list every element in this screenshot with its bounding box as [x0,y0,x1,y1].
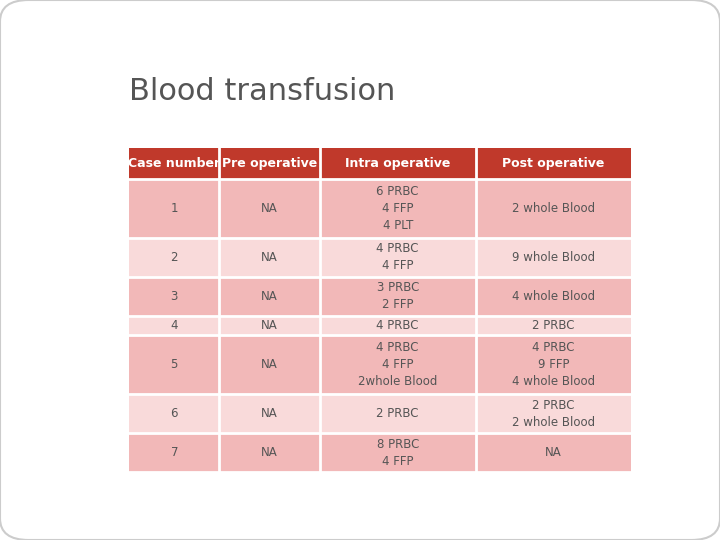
Bar [129,277,220,316]
Text: 8 PRBC
4 FFP: 8 PRBC 4 FFP [377,438,419,468]
Bar [220,394,320,433]
Text: 9 whole Blood: 9 whole Blood [512,251,595,264]
Text: 5: 5 [171,359,178,372]
Text: 4 PRBC
4 FFP
2whole Blood: 4 PRBC 4 FFP 2whole Blood [358,341,438,388]
Bar [129,335,220,394]
Bar [129,433,220,472]
Bar [220,179,320,238]
Text: Blood transfusion: Blood transfusion [129,77,395,106]
Bar [320,335,476,394]
Text: NA: NA [261,446,278,459]
Text: 2 PRBC: 2 PRBC [532,319,575,332]
Bar [129,148,220,179]
Bar [476,433,631,472]
Bar [129,238,220,277]
Bar [476,316,631,335]
Bar [320,316,476,335]
Bar [320,238,476,277]
Text: NA: NA [261,202,278,215]
Text: Intra operative: Intra operative [345,157,451,170]
Bar [220,277,320,316]
Text: NA: NA [261,319,278,332]
Text: 4: 4 [171,319,178,332]
Bar [476,277,631,316]
Bar [476,394,631,433]
Bar [129,316,220,335]
Text: 6 PRBC
4 FFP
4 PLT: 6 PRBC 4 FFP 4 PLT [377,185,419,232]
Bar [220,335,320,394]
Bar [476,148,631,179]
Bar [320,179,476,238]
Bar [220,238,320,277]
Text: 4 PRBC
9 FFP
4 whole Blood: 4 PRBC 9 FFP 4 whole Blood [512,341,595,388]
Bar [220,316,320,335]
Text: Post operative: Post operative [503,157,605,170]
Text: 3 PRBC
2 FFP: 3 PRBC 2 FFP [377,281,419,312]
Bar [129,179,220,238]
Bar [320,148,476,179]
Bar [320,433,476,472]
Text: NA: NA [261,290,278,303]
Text: Case number: Case number [128,157,220,170]
Bar [476,238,631,277]
Bar [320,394,476,433]
Bar [220,433,320,472]
Text: 4 PRBC: 4 PRBC [377,319,419,332]
Text: NA: NA [261,251,278,264]
Bar [129,394,220,433]
Bar [320,277,476,316]
Bar [476,179,631,238]
Text: NA: NA [261,359,278,372]
Text: 7: 7 [171,446,178,459]
Text: 1: 1 [171,202,178,215]
Text: 4 whole Blood: 4 whole Blood [512,290,595,303]
Text: 2 PRBC: 2 PRBC [377,407,419,420]
Bar [476,335,631,394]
Text: 6: 6 [171,407,178,420]
Bar [220,148,320,179]
Text: 2: 2 [171,251,178,264]
Text: NA: NA [545,446,562,459]
Text: 3: 3 [171,290,178,303]
Text: 4 PRBC
4 FFP: 4 PRBC 4 FFP [377,242,419,272]
Text: 2 PRBC
2 whole Blood: 2 PRBC 2 whole Blood [512,399,595,429]
Text: NA: NA [261,407,278,420]
Text: Pre operative: Pre operative [222,157,318,170]
Text: 2 whole Blood: 2 whole Blood [512,202,595,215]
